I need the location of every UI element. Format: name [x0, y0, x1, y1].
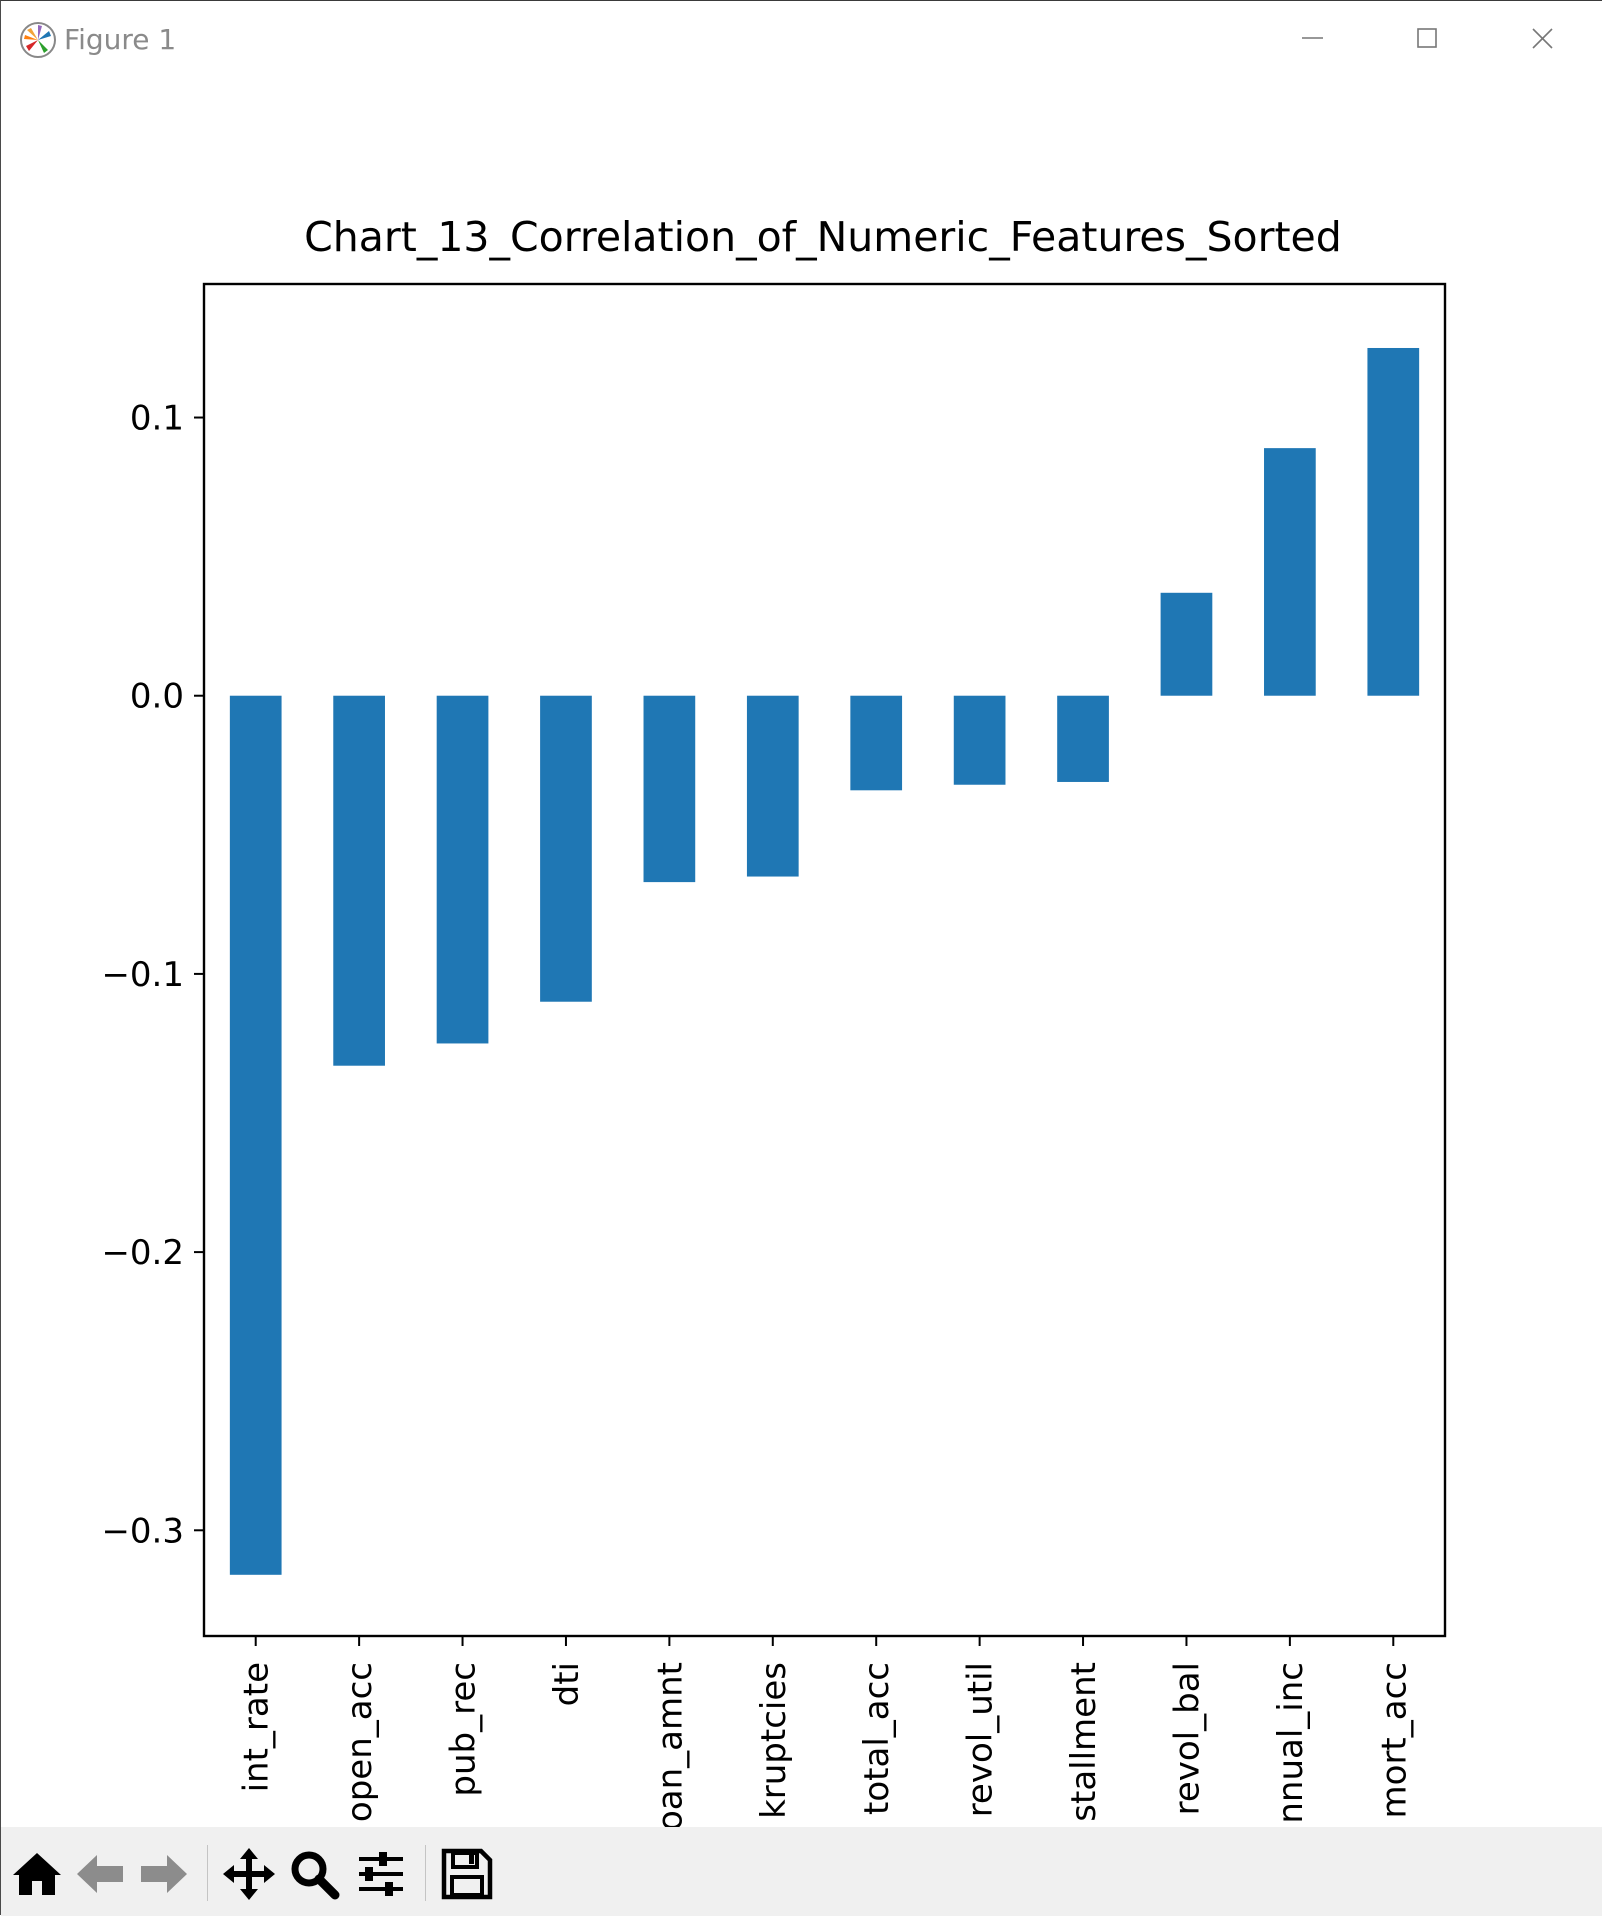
pan-button[interactable]	[221, 1847, 277, 1901]
minimize-button[interactable]	[1268, 15, 1358, 61]
configure-subplots-button[interactable]	[353, 1847, 409, 1901]
x-tick-label: revol_util	[961, 1662, 1001, 1817]
minimize-icon	[1302, 37, 1323, 39]
back-arrow-icon	[77, 1855, 123, 1893]
toolbar-separator	[425, 1845, 426, 1901]
forward-arrow-icon	[141, 1855, 187, 1893]
bar-revol_util	[953, 695, 1006, 785]
title-bar[interactable]: Figure 1	[1, 1, 1602, 73]
bar-dti	[540, 695, 592, 1002]
x-tick-label: oan_amnt	[650, 1662, 690, 1827]
x-tick-label: int_rate	[237, 1662, 277, 1792]
bar-revol_bal	[1160, 592, 1213, 696]
y-tick-label: 0.1	[130, 399, 184, 439]
x-tick-label: nnual_inc	[1271, 1662, 1311, 1824]
zoom-icon	[291, 1851, 340, 1900]
bar-mort_acc	[1367, 347, 1420, 696]
bar-installment	[1057, 695, 1109, 782]
window-title: Figure 1	[64, 23, 177, 56]
navigation-toolbar	[1, 1827, 1602, 1916]
plot-area-frame	[202, 282, 1447, 1638]
figure-canvas[interactable]: Chart_13_Correlation_of_Numeric_Features…	[1, 73, 1602, 1827]
close-icon	[1532, 28, 1553, 49]
close-button[interactable]	[1498, 15, 1588, 61]
x-tick-label: kruptcies	[754, 1662, 794, 1819]
x-tick-label: mort_acc	[1374, 1662, 1414, 1818]
x-tick-label: stallment	[1064, 1662, 1104, 1822]
y-axis: 0.1 0.0 −0.1 −0.2 −0.3	[101, 399, 204, 1551]
x-tick-label: dti	[547, 1662, 587, 1706]
y-tick-label: 0.0	[130, 677, 184, 717]
save-icon	[441, 1848, 493, 1900]
y-tick-label: −0.3	[101, 1511, 184, 1551]
home-button[interactable]	[9, 1847, 65, 1901]
y-tick-label: −0.1	[101, 955, 184, 995]
home-icon	[13, 1853, 61, 1895]
bar-loan_amnt	[643, 695, 696, 883]
bar-pub_rec_bankruptcies	[746, 695, 799, 877]
back-button[interactable]	[73, 1847, 129, 1901]
toolbar-separator	[207, 1845, 208, 1901]
x-axis: int_rate open_acc pub_rec dti oan_amnt kruptc…	[237, 1636, 1414, 1827]
maximize-icon	[1417, 28, 1437, 48]
bars-group	[229, 347, 1420, 1575]
x-tick-label: total_acc	[857, 1662, 897, 1815]
forward-button[interactable]	[135, 1847, 191, 1901]
bar-pub_rec	[436, 695, 489, 1044]
bar-open_acc	[333, 695, 385, 1066]
bar-int_rate	[229, 695, 282, 1575]
bar-total_acc	[850, 695, 903, 791]
configure-subplots-icon	[359, 1852, 403, 1896]
y-tick-label: −0.2	[101, 1233, 184, 1273]
pan-icon	[223, 1848, 275, 1900]
maximize-button[interactable]	[1382, 15, 1472, 61]
zoom-button[interactable]	[287, 1847, 343, 1901]
matplotlib-logo-icon	[19, 21, 57, 59]
bar-chart: Chart_13_Correlation_of_Numeric_Features…	[101, 213, 1447, 1827]
bar-annual_inc	[1264, 448, 1316, 696]
x-tick-label: open_acc	[340, 1662, 380, 1822]
chart-title: Chart_13_Correlation_of_Numeric_Features…	[304, 213, 1342, 261]
save-button[interactable]	[439, 1847, 495, 1901]
x-tick-label: pub_rec	[444, 1662, 484, 1797]
x-tick-label: revol_bal	[1167, 1662, 1207, 1815]
